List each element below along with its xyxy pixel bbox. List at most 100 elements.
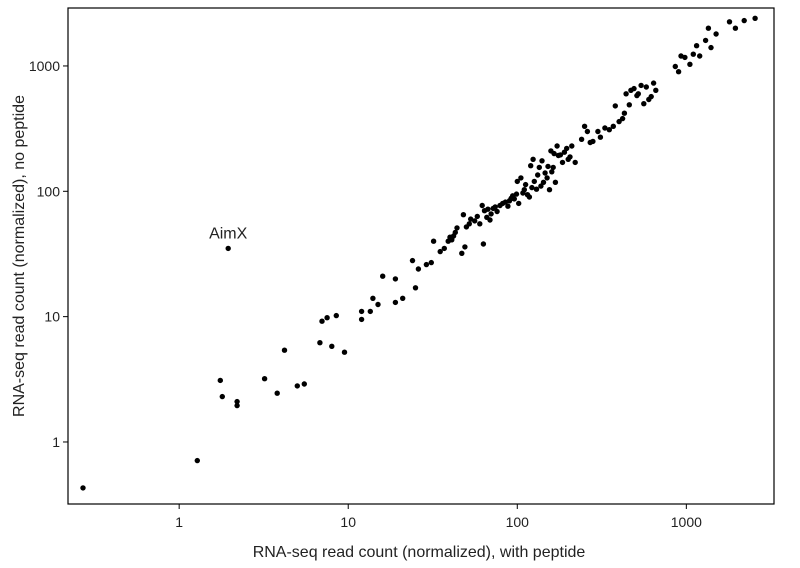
data-point [545,163,551,170]
x-tick-label-1: 1 [175,514,183,530]
data-point [641,101,647,107]
data-point [584,128,591,135]
data-point [597,134,604,140]
data-point [460,212,467,218]
data-point [559,159,566,166]
data-point [505,203,511,209]
x-tick-label-1000: 1000 [671,514,702,530]
data-point [535,172,541,178]
data-point [529,184,535,191]
y-axis-title: RNA-seq read count (normalized), no pept… [11,95,28,417]
data-point [522,181,529,188]
tick-labels: 1 10 100 1000 1 10 100 1000 [29,58,702,530]
data-point [643,84,649,90]
data-point [219,393,225,400]
data-point [693,43,700,49]
data-point [635,91,641,97]
data-point [552,179,559,185]
data-point [479,202,485,209]
data-point [333,312,339,319]
data-point [549,169,555,175]
data-point [459,250,465,256]
data-point [380,273,386,279]
data-point [441,245,447,252]
y-tick-label-100: 100 [37,183,61,199]
data-point [480,241,487,247]
data-point [466,221,472,227]
data-point [540,179,547,185]
data-point [225,245,231,252]
data-point [485,206,491,212]
data-point [675,69,682,75]
data-point [682,54,688,61]
data-point [648,93,654,100]
y-tick-label-1: 1 [52,434,60,450]
data-point [324,315,330,321]
data-point [623,91,629,97]
data-point [713,31,719,37]
data-point [370,295,376,301]
data-point [687,61,693,67]
data-point [477,221,483,227]
data-point [412,285,419,291]
data-point [409,257,416,264]
data-point [653,87,659,94]
data-point [234,398,240,405]
data-point [752,15,758,21]
data-point [462,244,468,250]
data-point [590,138,596,145]
data-point [530,156,536,162]
data-point [595,128,601,135]
data-point [492,204,498,210]
data-point [516,200,522,207]
data-point [511,196,517,202]
data-point [375,301,381,308]
data-point [294,383,300,389]
data-point [539,158,545,164]
data-point [581,123,588,129]
data-point [428,259,434,266]
data-point [430,238,437,244]
data-point [650,80,657,86]
data-point [606,127,612,133]
data-point [437,248,443,255]
data-point [708,44,714,51]
y-tick-label-1000: 1000 [29,58,60,74]
data-point [234,402,240,409]
data-point [400,295,406,301]
data-point [341,349,348,355]
data-point [631,85,637,92]
data-point [705,25,712,31]
data-point [741,17,747,24]
data-point [619,115,626,122]
data-point [454,225,460,231]
data-point [494,208,500,215]
data-point [567,154,573,160]
data-point [488,211,494,217]
data-point [514,178,520,185]
data-point [513,191,520,197]
data-point [621,110,628,116]
data-point [528,163,534,169]
data-point [194,457,200,464]
annotation-aimx: AimX [209,225,248,242]
plot-frame [67,7,775,505]
data-point [610,123,616,129]
data-point [544,175,550,181]
data-point [564,145,570,152]
data-point [518,175,524,181]
data-point [533,186,540,192]
data-point [538,183,544,189]
data-point [423,261,430,268]
data-point [502,199,509,205]
data-point [612,103,618,109]
data-point [638,82,644,89]
data-point [531,178,537,185]
data-point [392,299,399,306]
data-point [274,390,280,396]
data-point [317,340,323,346]
data-point [551,150,557,157]
data-point [521,187,527,193]
data-point [472,218,478,224]
